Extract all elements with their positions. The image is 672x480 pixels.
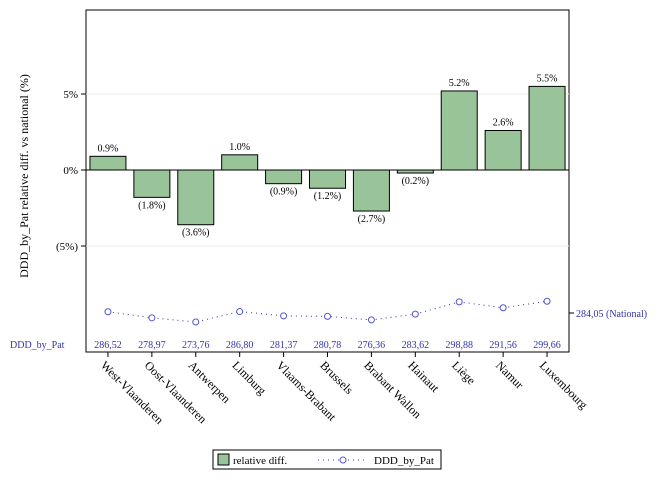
ddd-point xyxy=(148,314,156,322)
bar xyxy=(133,169,171,198)
ddd-value-label: 298,88 xyxy=(445,340,473,351)
grid-lines xyxy=(86,93,569,247)
y-axis: 5% 0% (5%) xyxy=(56,89,86,253)
bar-value-label: (1.8%) xyxy=(138,200,166,211)
ddd-value-label: 276,36 xyxy=(358,340,386,351)
bar xyxy=(309,169,346,189)
legend-line-label: DDD_by_Pat xyxy=(374,455,434,467)
legend-line-marker xyxy=(339,456,347,464)
ddd-point xyxy=(280,312,288,320)
x-tick-label: Liège xyxy=(449,358,478,387)
ddd-value-label: 273,76 xyxy=(182,340,210,351)
x-tick-label: Namur xyxy=(493,358,526,391)
ddd-point xyxy=(236,308,244,316)
bar xyxy=(352,169,390,212)
ddd-value-label: 280,78 xyxy=(314,340,342,351)
bar-value-label: 5.5% xyxy=(537,73,558,84)
bar-value-label: 2.6% xyxy=(493,117,514,128)
ddd-value-label: 278,97 xyxy=(138,340,166,351)
bars xyxy=(89,85,566,226)
ddd-values-row: 286,52 278,97 273,76 286,80 281,37 280,78 276,… xyxy=(94,340,561,351)
bar-value-label: 1.0% xyxy=(229,142,250,153)
ddd-value-label: 291,56 xyxy=(489,340,517,351)
x-tick-label: Limburg xyxy=(230,358,269,397)
x-axis: West-VlaanderenOost-VlaanderenAntwerpenL… xyxy=(98,352,591,427)
ddd-value-label: 299,66 xyxy=(533,340,561,351)
ddd-value-label: 283,62 xyxy=(402,340,430,351)
x-tick-label: Brussels xyxy=(317,358,356,397)
ddd-value-label: 286,80 xyxy=(226,340,254,351)
legend: relative diff. DDD_by_Pat xyxy=(212,449,442,470)
national-label: 284,05 (National) xyxy=(576,309,647,320)
y-tick-label: (5%) xyxy=(56,241,78,253)
bar xyxy=(528,85,566,171)
x-tick-label: Hainaut xyxy=(405,358,442,395)
bar-value-label: (1.2%) xyxy=(314,191,342,202)
ddd-value-label: 286,52 xyxy=(94,340,122,351)
ddd-line xyxy=(104,297,551,326)
bar xyxy=(177,169,215,226)
ddd-point xyxy=(455,298,463,306)
y-tick-label: 0% xyxy=(63,165,78,177)
legend-bar-label: relative diff. xyxy=(233,455,287,467)
ddd-point xyxy=(104,308,112,316)
ddd-series-line xyxy=(107,300,548,323)
bar xyxy=(265,169,303,185)
y-axis-label: DDD_by_Pat relative diff. vs national (%… xyxy=(17,74,31,278)
y-tick-label: 5% xyxy=(63,89,78,101)
ddd-point xyxy=(324,312,331,320)
legend-frame xyxy=(212,449,442,470)
ddd-point xyxy=(411,310,419,318)
bar-labels: 0.9% (1.8%) (3.6%) 1.0% (0.9%) (1.2%) (2.7%) (0… xyxy=(98,73,558,238)
ddd-row-label: DDD_by_Pat xyxy=(10,340,65,351)
bar-value-label: 5.2% xyxy=(449,78,470,89)
ddd-value-label: 281,37 xyxy=(270,340,298,351)
bar-value-label: (2.7%) xyxy=(358,214,386,225)
x-tick-label: Luxembourg xyxy=(537,358,591,412)
ddd-point xyxy=(543,297,551,305)
ddd-point xyxy=(192,318,200,326)
bar xyxy=(440,90,478,171)
bar-value-label: (3.6%) xyxy=(182,228,210,239)
ddd-point xyxy=(367,316,375,324)
ddd-point xyxy=(499,304,507,312)
bar xyxy=(221,154,259,171)
bar-value-label: 0.9% xyxy=(98,143,119,154)
bar xyxy=(89,155,127,171)
bar-value-label: (0.2%) xyxy=(402,176,430,187)
legend-bar-swatch xyxy=(217,453,230,466)
bar xyxy=(484,129,522,171)
bar-value-label: (0.9%) xyxy=(270,187,298,198)
